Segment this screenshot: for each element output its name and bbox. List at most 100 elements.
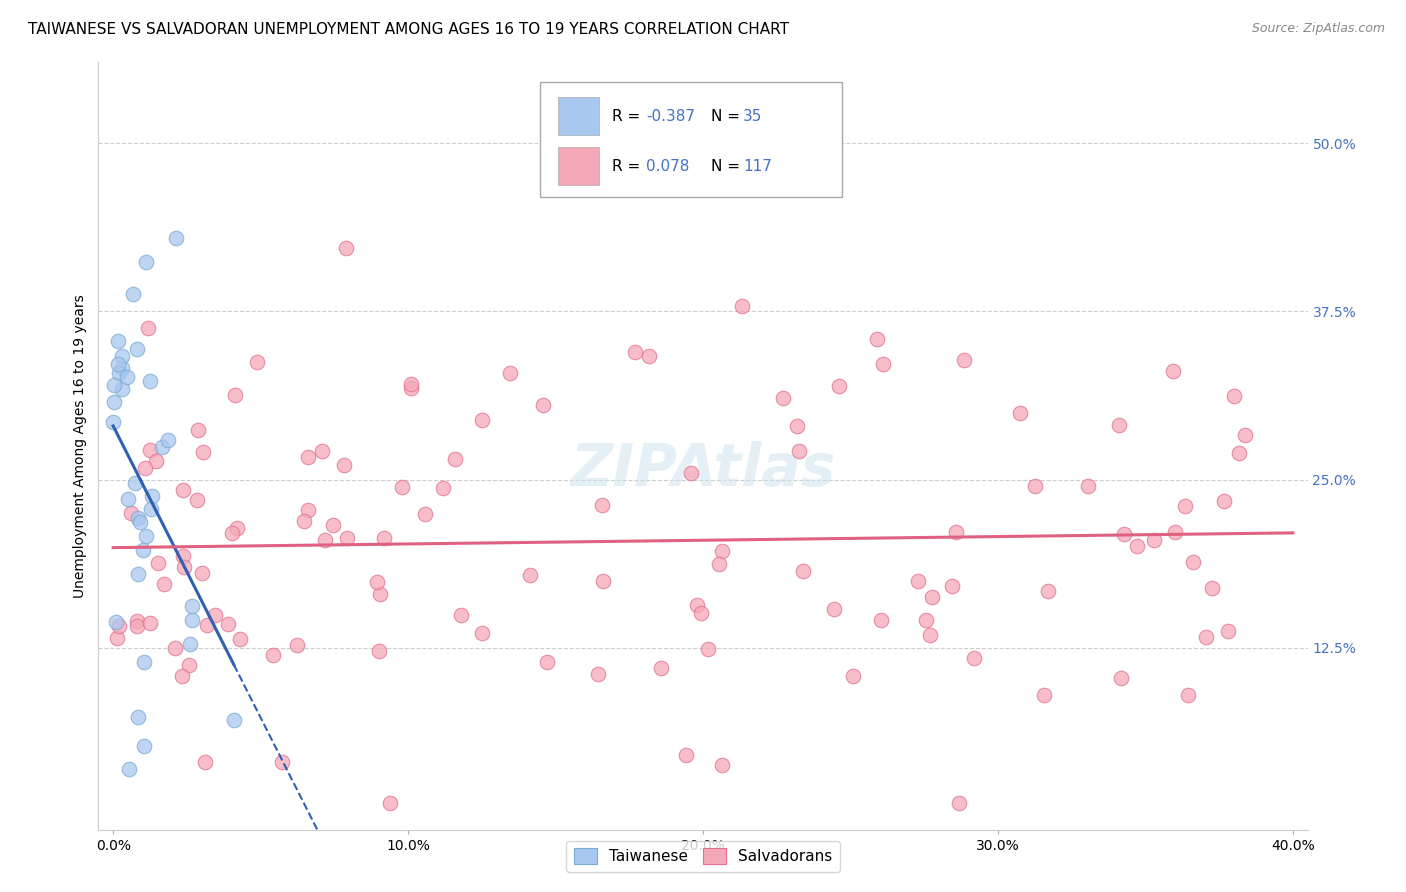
Point [399, 381, 422, 395]
Point [127, 511, 149, 525]
Point [173, 559, 195, 574]
Point [103, 416, 125, 430]
Point [531, 398, 554, 412]
Point [1181, 555, 1204, 569]
Point [686, 598, 709, 612]
Point [152, 577, 174, 591]
Point [127, 566, 149, 581]
Point [920, 628, 942, 642]
Point [103, 378, 125, 392]
Point [1024, 479, 1046, 493]
Point [179, 658, 201, 673]
Point [115, 370, 138, 384]
Text: 117: 117 [742, 159, 772, 174]
Point [842, 669, 865, 683]
Point [270, 756, 292, 770]
Point [204, 608, 226, 623]
Point [710, 544, 733, 558]
Y-axis label: Unemployment Among Ages 16 to 19 years: Unemployment Among Ages 16 to 19 years [73, 294, 87, 598]
Point [591, 499, 613, 513]
Point [792, 564, 814, 578]
Point [945, 524, 967, 539]
FancyBboxPatch shape [558, 147, 599, 185]
Point [450, 607, 472, 622]
Point [139, 374, 162, 388]
Point [1109, 671, 1132, 685]
Point [322, 518, 344, 533]
Point [111, 360, 134, 375]
Point [772, 392, 794, 406]
Point [786, 418, 808, 433]
Point [103, 394, 125, 409]
Point [186, 493, 208, 508]
Point [118, 762, 141, 776]
Point [141, 489, 163, 503]
Point [195, 617, 218, 632]
Point [333, 458, 356, 473]
Point [399, 377, 422, 392]
Point [1161, 364, 1184, 378]
Point [1112, 526, 1135, 541]
Point [221, 525, 243, 540]
Point [224, 388, 246, 402]
Point [872, 357, 894, 371]
Point [432, 481, 454, 495]
Text: ZIPAtlas: ZIPAtlas [571, 441, 835, 498]
Point [675, 748, 697, 763]
Point [866, 333, 889, 347]
Point [1143, 533, 1166, 548]
Point [222, 714, 245, 728]
Point [1126, 540, 1149, 554]
Point [107, 366, 129, 380]
Point [787, 443, 810, 458]
Point [125, 619, 148, 633]
Point [217, 616, 239, 631]
Point [134, 460, 156, 475]
Point [311, 443, 333, 458]
Point [172, 549, 194, 563]
Point [285, 638, 308, 652]
Text: R =: R = [613, 109, 645, 124]
Point [963, 651, 986, 665]
Point [127, 710, 149, 724]
Point [157, 433, 180, 447]
Point [292, 514, 315, 528]
Point [132, 655, 155, 669]
Point [165, 231, 187, 245]
Point [335, 241, 357, 255]
Point [229, 632, 252, 647]
Point [127, 614, 149, 628]
Text: -0.387: -0.387 [647, 109, 695, 124]
Point [108, 619, 131, 633]
Point [141, 501, 163, 516]
Point [368, 644, 391, 658]
Point [921, 591, 943, 605]
Point [1201, 581, 1223, 595]
Point [179, 637, 201, 651]
Point [444, 452, 467, 467]
Point [828, 378, 851, 392]
Point [1218, 624, 1240, 639]
Point [592, 574, 614, 588]
Point [373, 531, 395, 545]
Point [624, 344, 647, 359]
Point [1008, 406, 1031, 420]
Legend: Taiwanese, Salvadorans: Taiwanese, Salvadorans [567, 840, 839, 871]
Point [187, 423, 209, 437]
Point [139, 615, 162, 630]
Point [193, 445, 215, 459]
Point [122, 287, 145, 301]
Point [314, 533, 336, 547]
Point [370, 587, 392, 601]
Point [226, 521, 249, 535]
Point [707, 558, 730, 572]
Point [1108, 417, 1130, 432]
Point [391, 481, 413, 495]
Point [471, 626, 494, 640]
Point [146, 556, 169, 570]
Text: 35: 35 [742, 109, 762, 124]
Point [262, 648, 284, 662]
Point [948, 796, 970, 810]
Point [132, 542, 155, 557]
Text: N =: N = [711, 109, 745, 124]
